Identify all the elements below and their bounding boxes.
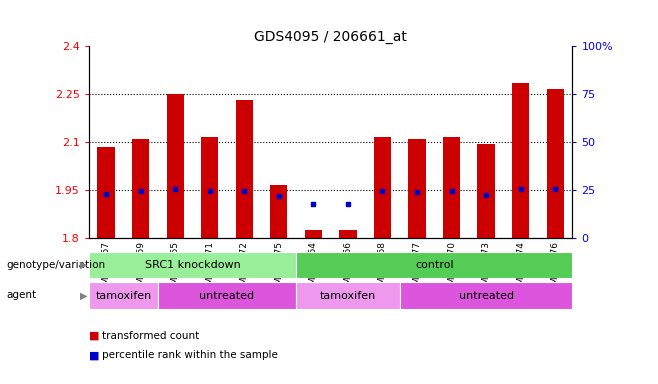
- Text: percentile rank within the sample: percentile rank within the sample: [102, 350, 278, 360]
- Bar: [443, 137, 460, 238]
- Text: ▶: ▶: [80, 260, 88, 270]
- Bar: [201, 137, 218, 238]
- Bar: [270, 185, 288, 238]
- Point: [481, 192, 492, 198]
- Point: [515, 186, 526, 192]
- Bar: [305, 230, 322, 238]
- Point: [101, 191, 111, 197]
- Text: genotype/variation: genotype/variation: [7, 260, 106, 270]
- Bar: [236, 101, 253, 238]
- Point: [274, 193, 284, 199]
- Point: [239, 188, 249, 194]
- Bar: [547, 89, 564, 238]
- Text: tamoxifen: tamoxifen: [95, 291, 151, 301]
- Text: tamoxifen: tamoxifen: [320, 291, 376, 301]
- Point: [377, 188, 388, 194]
- Point: [550, 186, 561, 192]
- Text: ▶: ▶: [80, 290, 88, 300]
- Bar: [97, 147, 114, 238]
- Point: [170, 186, 180, 192]
- Text: untreated: untreated: [199, 291, 255, 301]
- Bar: [89, 252, 296, 278]
- Text: ■: ■: [89, 331, 99, 341]
- Bar: [296, 252, 572, 278]
- Bar: [89, 282, 158, 309]
- Bar: [132, 139, 149, 238]
- Text: agent: agent: [7, 290, 37, 300]
- Bar: [512, 83, 529, 238]
- Bar: [374, 137, 391, 238]
- Bar: [478, 144, 495, 238]
- Bar: [409, 139, 426, 238]
- Title: GDS4095 / 206661_at: GDS4095 / 206661_at: [254, 30, 407, 44]
- Bar: [166, 94, 184, 238]
- Text: untreated: untreated: [459, 291, 514, 301]
- Text: transformed count: transformed count: [102, 331, 199, 341]
- Point: [205, 188, 215, 194]
- Text: ■: ■: [89, 350, 99, 360]
- Point: [136, 188, 146, 194]
- Text: SRC1 knockdown: SRC1 knockdown: [145, 260, 240, 270]
- Bar: [399, 282, 572, 309]
- Bar: [296, 282, 399, 309]
- Bar: [340, 230, 357, 238]
- Point: [412, 189, 422, 195]
- Text: control: control: [415, 260, 453, 270]
- Point: [308, 200, 318, 207]
- Bar: [158, 282, 296, 309]
- Point: [343, 200, 353, 207]
- Point: [446, 188, 457, 194]
